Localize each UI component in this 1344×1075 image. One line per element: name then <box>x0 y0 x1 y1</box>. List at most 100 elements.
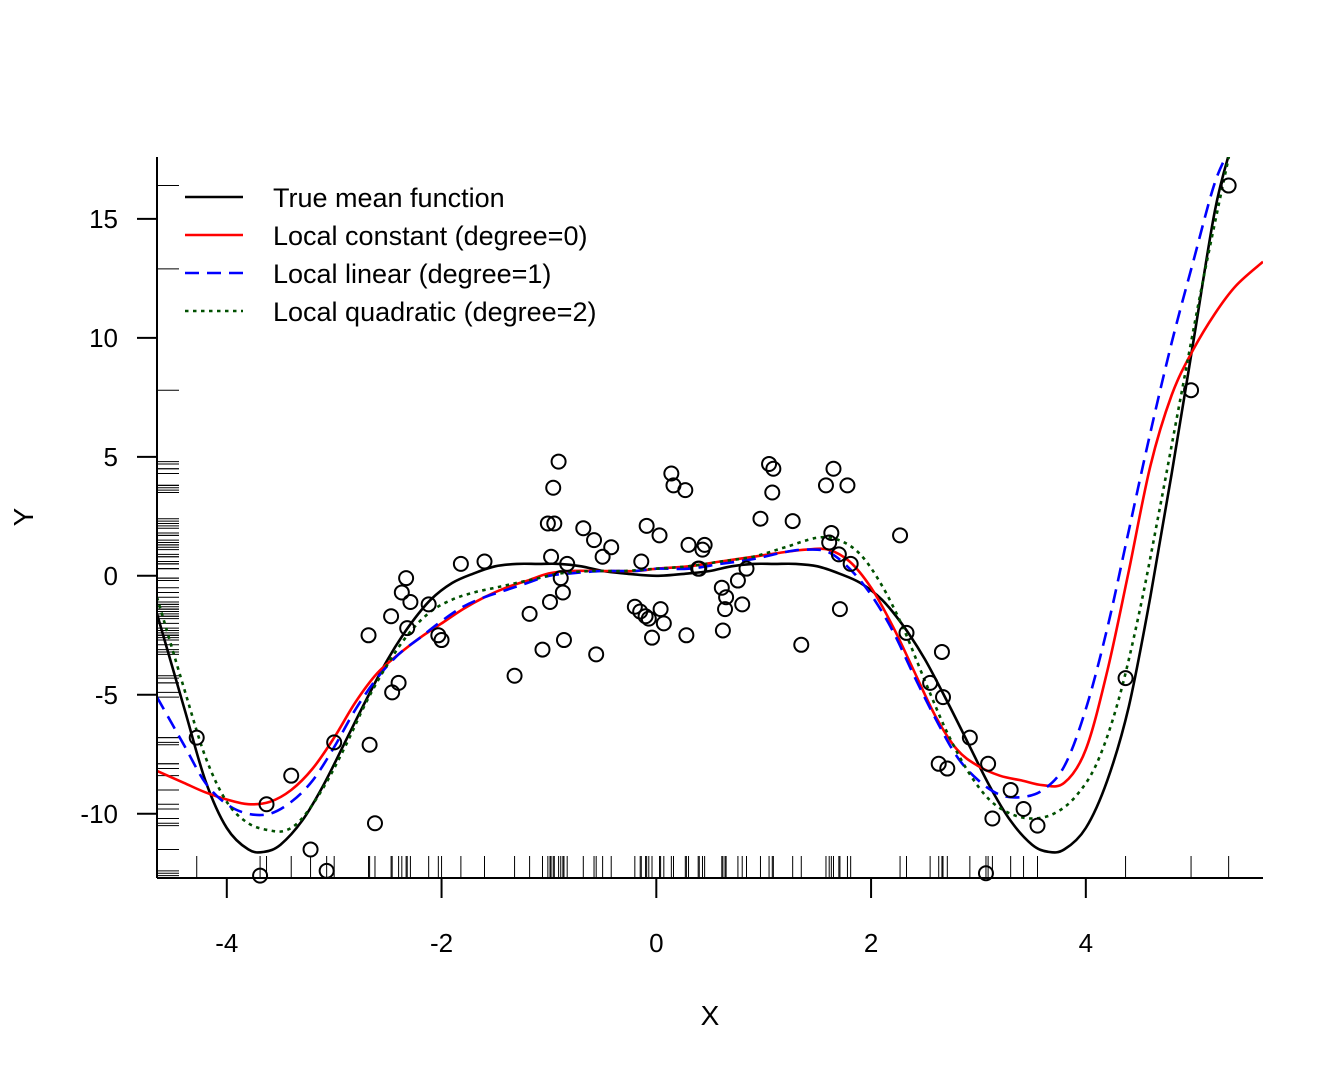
data-point <box>575 520 592 537</box>
data-point <box>892 527 909 544</box>
data-point <box>930 755 947 772</box>
data-point <box>398 570 415 587</box>
data-point <box>594 548 611 565</box>
data-point <box>734 596 751 613</box>
data-point <box>1117 670 1134 687</box>
data-point <box>506 667 523 684</box>
data-point <box>651 527 668 544</box>
legend-label-2: Local linear (degree=1) <box>273 259 551 289</box>
x-tick-label: 0 <box>649 928 663 958</box>
data-point <box>935 689 952 706</box>
data-point <box>898 624 915 641</box>
data-point <box>793 636 810 653</box>
data-point <box>361 736 378 753</box>
data-point <box>399 620 416 637</box>
data-point <box>521 605 538 622</box>
data-point <box>977 865 994 882</box>
data-point <box>825 460 842 477</box>
data-point <box>764 484 781 501</box>
data-point <box>1002 781 1019 798</box>
data-point <box>644 629 661 646</box>
data-point <box>761 455 778 472</box>
data-point <box>1220 177 1237 194</box>
data-point <box>652 601 669 618</box>
data-point <box>655 615 672 632</box>
data-point <box>546 515 563 532</box>
y-tick-label: 5 <box>104 442 118 472</box>
data-point <box>555 632 572 649</box>
y-tick-label: -10 <box>80 799 118 829</box>
legend-label-1: Local constant (degree=0) <box>273 221 587 251</box>
data-point <box>637 608 654 625</box>
data-point <box>752 510 769 527</box>
data-point <box>696 536 713 553</box>
x-axis-title: X <box>701 1000 720 1031</box>
legend-label-0: True mean function <box>273 183 505 213</box>
data-point <box>638 517 655 534</box>
data-point <box>663 465 680 482</box>
data-point <box>430 627 447 644</box>
y-tick-label: 15 <box>89 204 118 234</box>
data-point <box>718 589 735 606</box>
data-point <box>545 479 562 496</box>
data-point <box>677 482 694 499</box>
data-point <box>823 524 840 541</box>
x-tick-label: 2 <box>864 928 878 958</box>
data-point <box>433 632 450 649</box>
data-point <box>366 815 383 832</box>
data-point <box>738 560 755 577</box>
data-point <box>713 579 730 596</box>
data-point <box>961 729 978 746</box>
data-point <box>729 572 746 589</box>
data-point <box>258 796 275 813</box>
series-line-0 <box>157 157 1230 854</box>
data-point <box>383 608 400 625</box>
x-tick-label: -4 <box>215 928 238 958</box>
data-point <box>326 734 343 751</box>
data-point <box>765 460 782 477</box>
data-point <box>714 622 731 639</box>
data-point <box>534 641 551 658</box>
y-tick-label: 10 <box>89 323 118 353</box>
x-ticks: -4 -2 0 2 4 <box>215 878 1093 958</box>
data-point <box>390 674 407 691</box>
axes <box>156 157 1263 879</box>
x-tick-label: -2 <box>430 928 453 958</box>
data-point <box>1015 800 1032 817</box>
y-tick-label: -5 <box>95 680 118 710</box>
data-point <box>393 584 410 601</box>
data-point <box>550 453 567 470</box>
x-rug <box>196 856 1230 878</box>
data-point <box>680 536 697 553</box>
series-line-1 <box>157 260 1263 806</box>
data-point <box>588 646 605 663</box>
y-axis-title: Y <box>8 507 39 526</box>
data-point <box>640 610 657 627</box>
y-tick-label: 0 <box>104 561 118 591</box>
data-point <box>939 760 956 777</box>
data-point <box>554 584 571 601</box>
data-point <box>784 513 801 530</box>
data-point <box>452 555 469 572</box>
data-point <box>402 593 419 610</box>
data-point <box>626 598 643 615</box>
data-point <box>360 627 377 644</box>
data-point <box>283 767 300 784</box>
data-point <box>420 596 437 613</box>
data-point <box>984 810 1001 827</box>
data-point <box>539 515 556 532</box>
data-point <box>817 477 834 494</box>
legend-label-3: Local quadratic (degree=2) <box>273 297 596 327</box>
data-point <box>1029 817 1046 834</box>
data-point <box>922 674 939 691</box>
data-point <box>678 627 695 644</box>
data-point <box>542 593 559 610</box>
data-point <box>830 546 847 563</box>
data-point <box>543 548 560 565</box>
data-point <box>603 539 620 556</box>
data-point <box>302 841 319 858</box>
series-line-2 <box>157 157 1228 817</box>
data-points <box>188 177 1237 884</box>
legend: True mean function Local constant (degree… <box>185 183 596 327</box>
